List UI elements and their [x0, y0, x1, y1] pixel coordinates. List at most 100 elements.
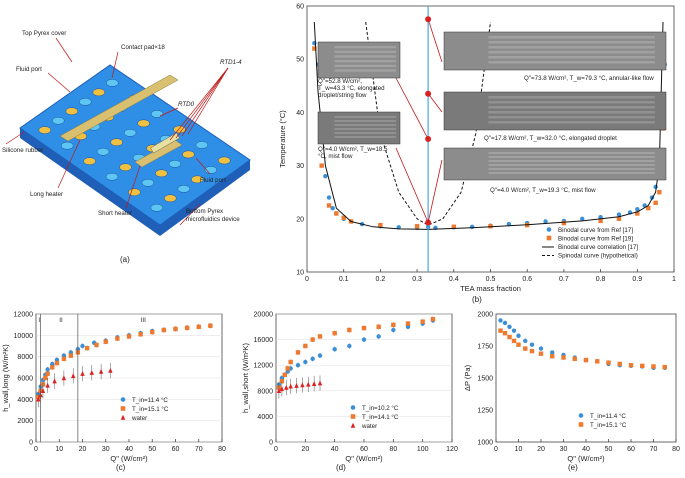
data-point	[332, 331, 337, 336]
legend-label: Binodal curve from Ref [19]	[558, 236, 633, 243]
legend-swatch	[546, 227, 552, 232]
data-point	[583, 357, 589, 363]
data-point	[138, 332, 143, 337]
legend-label: T_in=14.1 °C	[362, 414, 399, 421]
y-tick-label: 1250	[477, 408, 493, 415]
data-point	[279, 386, 285, 392]
legend-swatch	[350, 414, 356, 419]
data-point	[282, 372, 287, 377]
data-point	[61, 375, 67, 381]
contact-pad	[128, 188, 141, 197]
data-point	[420, 319, 425, 324]
port-hole	[168, 160, 182, 168]
contact-pad	[191, 175, 204, 184]
y-tick-label: 0	[29, 440, 33, 447]
y-tick-label: 40	[296, 110, 304, 117]
x-tick-label: 0.4	[449, 276, 459, 283]
data-point	[391, 322, 396, 328]
legend-label: T_in=11.4 °C	[132, 397, 168, 404]
data-point	[196, 324, 201, 329]
x-axis-label: Q" (W/cm²)	[345, 454, 383, 463]
contact-pad	[119, 163, 132, 172]
data-point	[616, 212, 622, 217]
device-side	[20, 128, 250, 236]
x-tick-label: 0	[34, 446, 38, 453]
x-tick-label: 70	[195, 446, 203, 453]
data-point	[161, 327, 167, 333]
contact-pad	[155, 169, 168, 178]
leader-fluid-port-bottom	[195, 157, 211, 175]
y-tick-label: 30	[296, 163, 304, 170]
data-point	[653, 200, 658, 206]
legend-label: T_in=10.2 °C	[362, 405, 399, 412]
data-point	[98, 368, 104, 374]
data-point	[94, 342, 99, 348]
data-point	[341, 215, 346, 220]
flow-texture	[488, 160, 655, 162]
y-tick-label: 1000	[477, 440, 493, 447]
flow-annotation: Q"=4.0 W/cm², T_w=18.5 °C, mist flow	[318, 146, 388, 160]
data-point	[310, 337, 315, 342]
panel-label-e: (e)	[568, 463, 578, 472]
contact-pad	[164, 194, 177, 203]
data-point	[430, 316, 436, 322]
legend-swatch	[546, 235, 552, 241]
x-axis-label: TEA mass fraction	[460, 284, 521, 293]
x-tick-label: 20	[537, 446, 545, 453]
chart-c-h-long: 0 2000 4000 6000 8000 10000 12000 0 10 20 30 40 50 60…	[1, 312, 226, 464]
flow-texture	[334, 136, 396, 138]
x-tick-label: 0.6	[522, 276, 532, 283]
flow-texture	[488, 36, 655, 39]
inset-connector	[395, 77, 429, 140]
x-tick-label: 1	[672, 276, 676, 283]
y-tick-label: 4000	[257, 414, 273, 421]
data-point	[103, 339, 108, 344]
flow-texture	[334, 116, 396, 118]
data-point	[516, 333, 521, 338]
data-point	[538, 346, 544, 351]
data-point	[657, 190, 662, 195]
device-top	[19, 64, 251, 226]
data-point	[628, 363, 634, 368]
data-point	[310, 356, 315, 361]
label-bottom-pyrex: Bottom Pyrex	[186, 208, 224, 215]
x-tick-label: 100	[417, 446, 429, 453]
label-silicone: Silicone rubber	[2, 147, 43, 154]
data-point	[516, 342, 521, 347]
y-axis-label: ΔP (Pa)	[463, 364, 472, 391]
flow-texture	[488, 61, 655, 64]
region-label: III	[141, 317, 146, 324]
data-point	[507, 324, 512, 329]
flow-texture	[488, 41, 655, 44]
panel-label-d: (d)	[336, 463, 346, 472]
x-tick-label: 40	[331, 446, 339, 453]
data-point	[71, 373, 76, 379]
contact-pad	[92, 88, 106, 97]
data-point	[45, 367, 50, 372]
data-point	[317, 353, 323, 358]
flow-texture	[488, 168, 655, 170]
leader-rtd14-4	[187, 67, 229, 135]
data-point	[572, 356, 577, 361]
data-point	[523, 346, 528, 351]
contact-pad	[137, 119, 150, 128]
port-hole	[106, 79, 119, 87]
x-tick-label: 30	[560, 446, 568, 453]
flow-texture	[334, 46, 396, 49]
y-tick-label: 0	[269, 440, 273, 447]
data-point	[598, 218, 603, 224]
x-tick-label: 0.1	[339, 276, 349, 283]
device-diagram: Top Pyrex cover Contact pad×18 Fluid por…	[2, 30, 251, 264]
x-tick-label: 0	[494, 446, 498, 453]
leader-fluid-port-top	[47, 72, 71, 93]
x-tick-label: 30	[102, 446, 110, 453]
data-point	[376, 324, 381, 329]
flow-texture	[334, 55, 396, 58]
flow-texture	[334, 64, 396, 67]
x-tick-label: 0.8	[596, 276, 606, 283]
legend-label: Binodal curve correlation [17]	[558, 244, 638, 251]
flow-texture	[488, 121, 655, 124]
legend-swatch	[120, 406, 126, 411]
